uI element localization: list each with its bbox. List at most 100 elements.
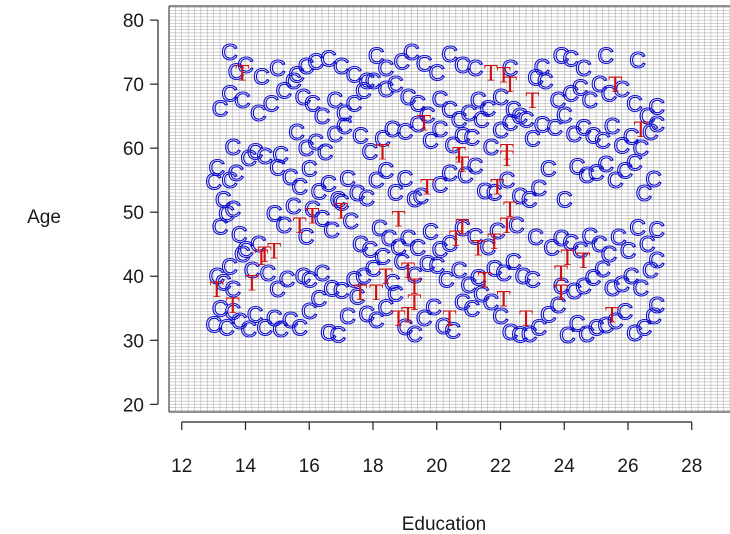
y-axis-title: Age (27, 207, 61, 228)
point-c: C (419, 250, 436, 276)
point-c: C (400, 225, 417, 251)
point-c: C (559, 322, 576, 348)
point-c: C (374, 243, 391, 269)
point-c: C (428, 60, 445, 86)
point-c: C (298, 135, 315, 161)
point-t: T (407, 290, 421, 315)
point-c: C (454, 52, 471, 78)
point-c: C (330, 322, 347, 348)
point-c: C (597, 312, 614, 338)
point-c: C (483, 289, 500, 315)
point-c: C (623, 124, 640, 150)
point-t: T (500, 146, 514, 171)
point-c: C (527, 65, 544, 91)
point-c: C (607, 308, 624, 334)
point-c: C (291, 174, 308, 200)
point-c: C (362, 138, 379, 164)
point-c: C (224, 276, 241, 302)
point-c: C (314, 206, 331, 232)
point-t: T (353, 280, 367, 305)
point-c: C (432, 86, 449, 112)
point-c: C (470, 265, 487, 291)
point-c: C (550, 292, 567, 318)
point-c: C (444, 132, 461, 158)
point-t: T (391, 306, 405, 331)
point-c: C (250, 231, 267, 257)
point-t: T (490, 175, 504, 200)
point-c: C (358, 185, 375, 211)
point-c: C (358, 68, 375, 94)
point-c: C (314, 103, 331, 129)
y-tick-label: 40 (123, 267, 144, 288)
point-c: C (441, 41, 458, 67)
point-c: C (317, 139, 334, 165)
point-c: C (566, 278, 583, 304)
point-c: C (543, 234, 560, 260)
point-t: T (407, 274, 421, 299)
point-c: C (610, 224, 627, 250)
point-c: C (613, 271, 630, 297)
point-c: C (645, 166, 662, 192)
point-c: C (269, 276, 286, 302)
point-c: C (355, 78, 372, 104)
point-c: C (537, 68, 554, 94)
point-c: C (266, 305, 283, 331)
point-c: C (581, 87, 598, 113)
point-c: C (632, 135, 649, 161)
point-c: C (237, 236, 254, 262)
point-c: C (307, 49, 324, 75)
point-c: C (205, 168, 222, 194)
point-t: T (605, 303, 619, 328)
point-c: C (562, 229, 579, 255)
point-c: C (483, 134, 500, 160)
point-c: C (209, 263, 226, 289)
point-c: C (597, 42, 614, 68)
point-c: C (566, 121, 583, 147)
point-c: C (301, 266, 318, 292)
point-c: C (387, 71, 404, 97)
point-c: C (432, 172, 449, 198)
point-c: C (349, 180, 366, 206)
point-c: C (346, 90, 363, 116)
point-c: C (648, 111, 665, 137)
point-c: C (301, 298, 318, 324)
point-c: C (279, 266, 296, 292)
point-c: C (464, 295, 481, 321)
point-c: C (288, 119, 305, 145)
point-t: T (305, 203, 319, 228)
point-c: C (562, 46, 579, 72)
point-c: C (438, 266, 455, 292)
point-c: C (585, 265, 602, 291)
point-c: C (349, 284, 366, 310)
point-c: C (492, 84, 509, 110)
point-c: C (269, 154, 286, 180)
point-c: C (636, 314, 653, 340)
point-c: C (247, 138, 264, 164)
point-c: C (588, 314, 605, 340)
point-t: T (478, 267, 492, 292)
point-t: T (503, 72, 517, 97)
point-t: T (452, 143, 466, 168)
point-c: C (636, 180, 653, 206)
point-c: C (368, 307, 385, 333)
x-tick-label: 20 (426, 456, 447, 477)
point-t: T (420, 175, 434, 200)
point-c: C (234, 87, 251, 113)
point-c: C (460, 272, 477, 298)
point-c: C (441, 231, 458, 257)
point-c: C (275, 212, 292, 238)
point-c: C (365, 68, 382, 94)
point-c: C (368, 167, 385, 193)
point-c: C (617, 298, 634, 324)
point-c: C (288, 62, 305, 88)
point-c: C (397, 165, 414, 191)
point-c: C (550, 87, 567, 113)
point-c: C (224, 196, 241, 222)
point-c: C (358, 301, 375, 327)
point-c: C (479, 234, 496, 260)
point-c: C (387, 179, 404, 205)
point-c: C (473, 281, 490, 307)
point-c: C (409, 234, 426, 260)
point-c: C (244, 257, 261, 283)
